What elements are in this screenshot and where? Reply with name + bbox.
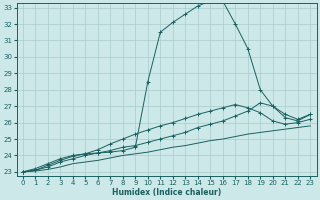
X-axis label: Humidex (Indice chaleur): Humidex (Indice chaleur) — [112, 188, 221, 197]
